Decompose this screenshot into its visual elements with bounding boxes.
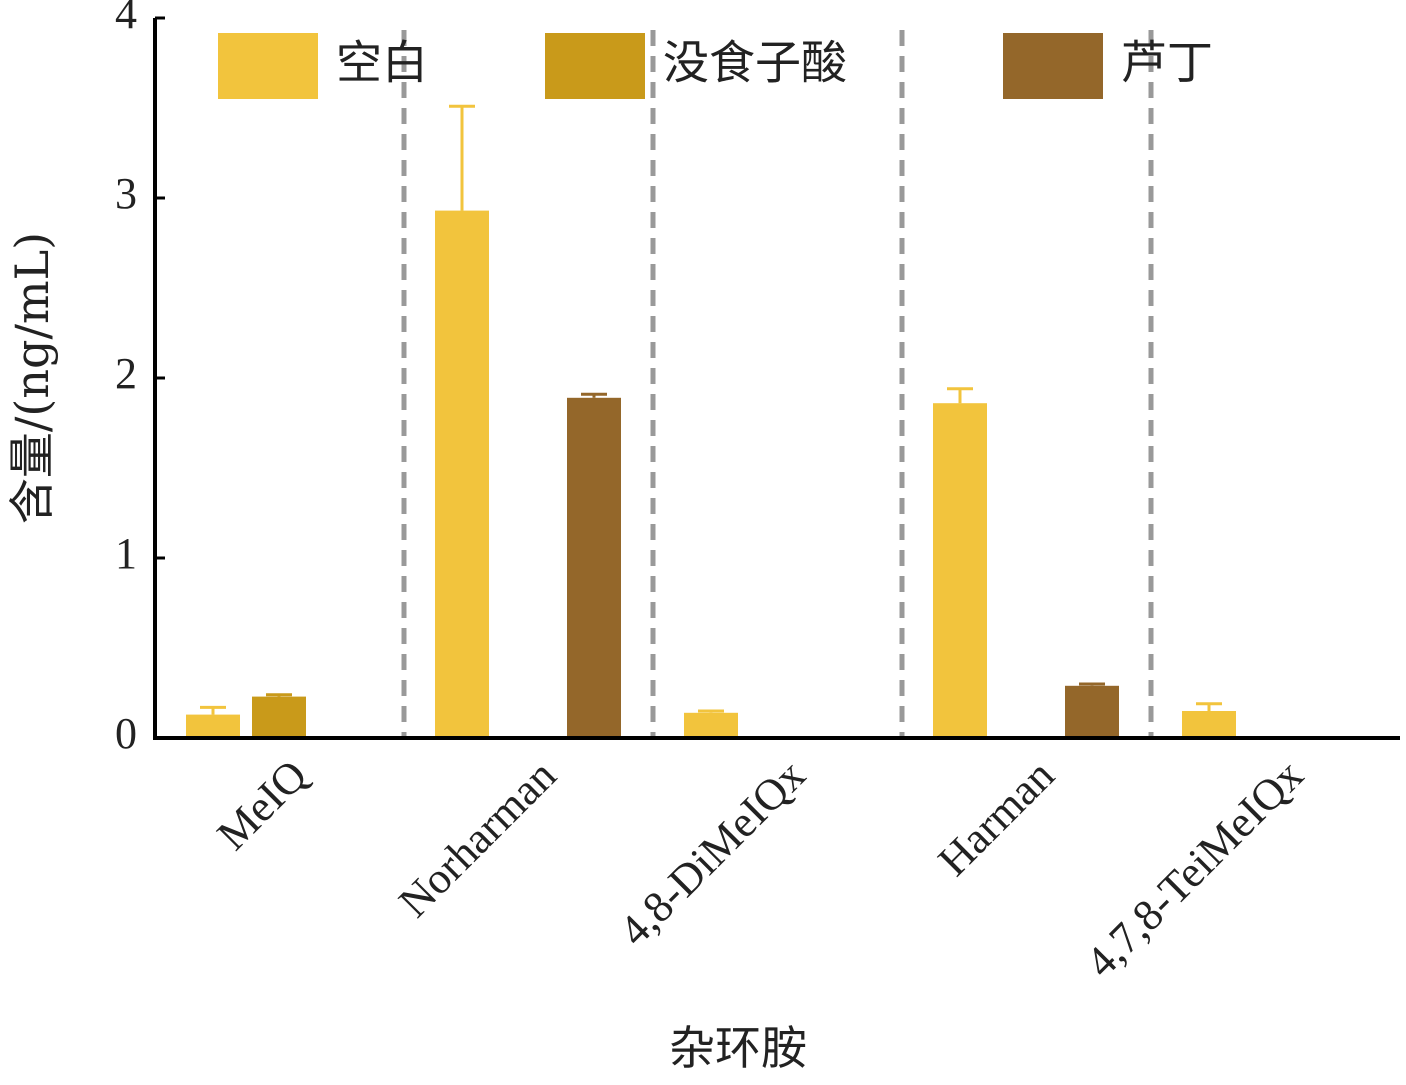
error-bar (581, 392, 607, 398)
y-tick-label: 1 (115, 529, 137, 578)
error-bar (1079, 682, 1105, 686)
x-tick-label: Norharman (389, 750, 565, 926)
y-tick-label: 4 (115, 0, 137, 38)
x-tick-label: Harman (929, 750, 1064, 885)
bar (186, 714, 240, 738)
x-tick-label: 4,8-DiMeIQx (610, 750, 815, 955)
x-axis-title: 杂环胺 (669, 1021, 807, 1075)
error-bar (698, 709, 724, 713)
legend-label: 空白 (336, 36, 428, 90)
error-bar (266, 693, 292, 697)
x-tick-label: MeIQ (208, 750, 317, 859)
y-tick-label: 2 (115, 349, 137, 398)
error-bar (1196, 702, 1222, 711)
bar (567, 397, 621, 738)
bar (1182, 711, 1236, 738)
legend-swatch (545, 33, 645, 99)
legend-swatch (218, 33, 318, 99)
x-tick-label: 4,7,8-TeiMeIQx (1076, 750, 1312, 986)
error-bar (449, 104, 475, 211)
error-bar (200, 705, 226, 715)
legend-swatch (1003, 33, 1103, 99)
legend-label: 芦丁 (1121, 36, 1213, 90)
y-tick-label: 3 (115, 169, 137, 218)
bar (252, 696, 306, 738)
error-bar (947, 387, 973, 404)
y-tick-label: 0 (115, 709, 137, 758)
y-axis-title: 含量/(ng/mL) (5, 232, 59, 524)
bar (684, 712, 738, 738)
legend-label: 没食子酸 (663, 36, 847, 90)
bar (933, 403, 987, 738)
bar (1065, 685, 1119, 738)
bar (435, 210, 489, 739)
